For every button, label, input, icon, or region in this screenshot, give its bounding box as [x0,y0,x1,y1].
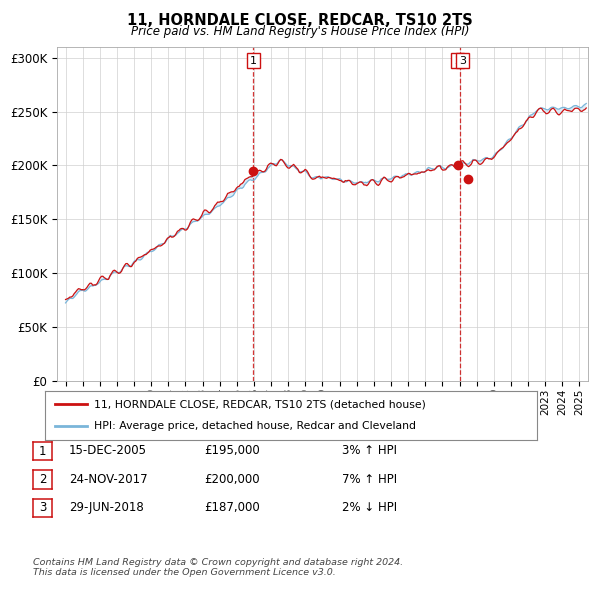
Text: Contains HM Land Registry data © Crown copyright and database right 2024.
This d: Contains HM Land Registry data © Crown c… [33,558,403,577]
Text: 7% ↑ HPI: 7% ↑ HPI [342,473,397,486]
Text: 11, HORNDALE CLOSE, REDCAR, TS10 2TS: 11, HORNDALE CLOSE, REDCAR, TS10 2TS [127,13,473,28]
Text: 2: 2 [39,473,46,486]
Text: 11, HORNDALE CLOSE, REDCAR, TS10 2TS (detached house): 11, HORNDALE CLOSE, REDCAR, TS10 2TS (de… [94,399,426,409]
Text: 3: 3 [39,502,46,514]
Text: 24-NOV-2017: 24-NOV-2017 [69,473,148,486]
Text: 15-DEC-2005: 15-DEC-2005 [69,444,147,457]
Text: 3: 3 [459,55,466,65]
Text: £200,000: £200,000 [204,473,260,486]
Text: 2% ↓ HPI: 2% ↓ HPI [342,501,397,514]
Text: £195,000: £195,000 [204,444,260,457]
Text: Price paid vs. HM Land Registry's House Price Index (HPI): Price paid vs. HM Land Registry's House … [131,25,469,38]
Text: 1: 1 [39,445,46,458]
Text: £187,000: £187,000 [204,501,260,514]
Text: 29-JUN-2018: 29-JUN-2018 [69,501,144,514]
Text: 3% ↑ HPI: 3% ↑ HPI [342,444,397,457]
Text: 1: 1 [250,55,257,65]
Text: 2: 2 [454,55,461,65]
Text: HPI: Average price, detached house, Redcar and Cleveland: HPI: Average price, detached house, Redc… [94,421,416,431]
